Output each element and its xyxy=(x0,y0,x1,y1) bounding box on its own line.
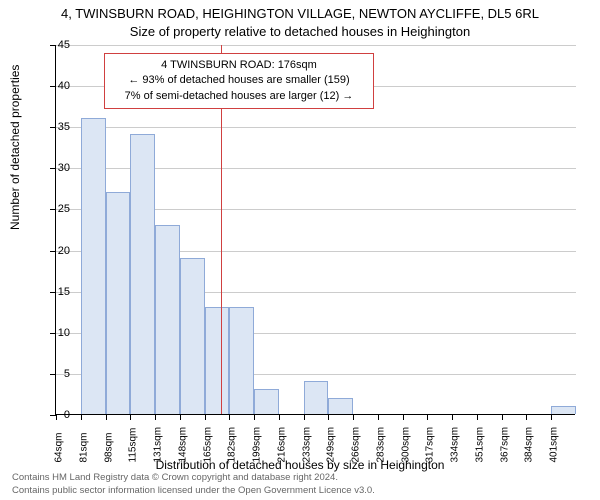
y-tick xyxy=(50,168,56,169)
x-tick xyxy=(378,414,379,420)
y-axis-label: Number of detached properties xyxy=(8,65,22,230)
x-tick-label: 401sqm xyxy=(549,423,560,463)
y-tick-label: 25 xyxy=(58,203,70,215)
x-tick xyxy=(452,414,453,420)
x-tick-label: 115sqm xyxy=(128,423,139,463)
histogram-bar xyxy=(130,134,155,414)
x-tick-label: 266sqm xyxy=(351,423,362,463)
histogram-bar xyxy=(304,381,329,414)
x-tick xyxy=(205,414,206,420)
x-tick xyxy=(427,414,428,420)
histogram-bar xyxy=(180,258,205,414)
x-tick xyxy=(106,414,107,420)
annotation-box: 4 TWINSBURN ROAD: 176sqm← 93% of detache… xyxy=(104,53,374,109)
attribution-text: Contains HM Land Registry data © Crown c… xyxy=(12,472,375,497)
x-tick xyxy=(155,414,156,420)
histogram-bar xyxy=(551,406,576,414)
plot-area: 4 TWINSBURN ROAD: 176sqm← 93% of detache… xyxy=(55,45,575,415)
x-tick xyxy=(279,414,280,420)
x-tick-label: 317sqm xyxy=(425,423,436,463)
gridline-h xyxy=(56,45,576,46)
attribution-line2: Contains public sector information licen… xyxy=(12,485,375,497)
attribution-line1: Contains HM Land Registry data © Crown c… xyxy=(12,472,375,484)
y-tick-label: 5 xyxy=(64,368,70,380)
x-tick-label: 300sqm xyxy=(400,423,411,463)
annotation-line: 7% of semi-detached houses are larger (1… xyxy=(113,89,365,104)
histogram-bar xyxy=(205,307,230,414)
histogram-bar xyxy=(254,389,279,414)
x-tick xyxy=(328,414,329,420)
y-tick xyxy=(50,86,56,87)
histogram-bar xyxy=(106,192,131,414)
y-tick-label: 15 xyxy=(58,286,70,298)
x-tick xyxy=(403,414,404,420)
x-tick-label: 64sqm xyxy=(54,423,65,463)
y-tick xyxy=(50,209,56,210)
x-tick-label: 148sqm xyxy=(177,423,188,463)
x-tick-label: 384sqm xyxy=(524,423,535,463)
y-tick-label: 40 xyxy=(58,80,70,92)
y-tick-label: 0 xyxy=(64,409,70,421)
x-tick xyxy=(81,414,82,420)
x-tick-label: 81sqm xyxy=(78,423,89,463)
x-tick xyxy=(551,414,552,420)
x-tick-label: 367sqm xyxy=(499,423,510,463)
chart-title-sub: Size of property relative to detached ho… xyxy=(0,24,600,39)
x-axis-label: Distribution of detached houses by size … xyxy=(0,458,600,472)
x-tick xyxy=(526,414,527,420)
x-tick-label: 98sqm xyxy=(103,423,114,463)
gridline-h xyxy=(56,127,576,128)
x-tick-label: 131sqm xyxy=(153,423,164,463)
x-tick-label: 334sqm xyxy=(450,423,461,463)
x-tick-label: 216sqm xyxy=(276,423,287,463)
x-tick-label: 233sqm xyxy=(301,423,312,463)
x-tick xyxy=(477,414,478,420)
x-tick-label: 199sqm xyxy=(252,423,263,463)
x-tick-label: 283sqm xyxy=(375,423,386,463)
y-tick xyxy=(50,374,56,375)
y-tick-label: 10 xyxy=(58,327,70,339)
x-tick xyxy=(304,414,305,420)
y-tick-label: 45 xyxy=(58,39,70,51)
y-tick xyxy=(50,292,56,293)
histogram-bar xyxy=(81,118,106,414)
y-tick-label: 35 xyxy=(58,121,70,133)
x-tick xyxy=(180,414,181,420)
y-tick xyxy=(50,127,56,128)
y-tick-label: 30 xyxy=(58,162,70,174)
x-tick xyxy=(56,414,57,420)
x-tick-label: 249sqm xyxy=(326,423,337,463)
x-tick xyxy=(502,414,503,420)
histogram-bar xyxy=(328,398,353,414)
x-tick-label: 165sqm xyxy=(202,423,213,463)
chart-title-main: 4, TWINSBURN ROAD, HEIGHINGTON VILLAGE, … xyxy=(0,6,600,21)
y-tick xyxy=(50,333,56,334)
x-tick xyxy=(254,414,255,420)
x-tick-label: 182sqm xyxy=(227,423,238,463)
histogram-bar xyxy=(229,307,254,414)
x-tick xyxy=(229,414,230,420)
y-tick-label: 20 xyxy=(58,245,70,257)
x-tick-label: 351sqm xyxy=(474,423,485,463)
chart-container: 4, TWINSBURN ROAD, HEIGHINGTON VILLAGE, … xyxy=(0,0,600,500)
annotation-line: 4 TWINSBURN ROAD: 176sqm xyxy=(113,58,365,73)
x-tick xyxy=(130,414,131,420)
x-tick xyxy=(353,414,354,420)
y-tick xyxy=(50,251,56,252)
y-tick xyxy=(50,45,56,46)
annotation-line: ← 93% of detached houses are smaller (15… xyxy=(113,73,365,88)
histogram-bar xyxy=(155,225,180,414)
